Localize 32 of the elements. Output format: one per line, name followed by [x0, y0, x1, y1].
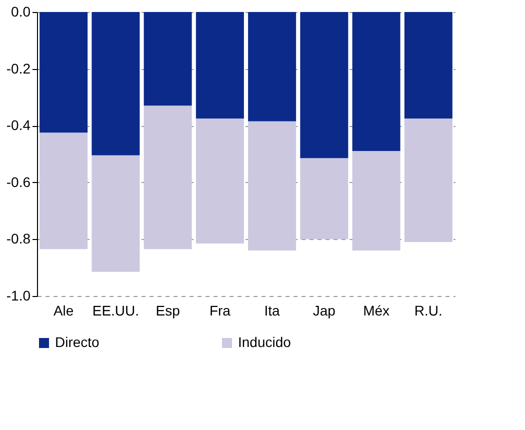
x-tick-label: Ale	[53, 302, 74, 318]
x-tick-label: Esp	[156, 302, 180, 318]
bar	[352, 12, 400, 152]
legend-label: Directo	[55, 334, 100, 350]
y-tick-label: 0.0	[11, 4, 31, 20]
x-tick-label: EE.UU.	[92, 302, 140, 318]
y-tick-label: -0.2	[6, 60, 31, 76]
x-tick-label: Ita	[264, 302, 280, 318]
bar	[92, 155, 140, 272]
bar	[404, 12, 452, 118]
bar	[196, 118, 244, 244]
bar	[40, 132, 88, 250]
bar	[248, 121, 296, 251]
y-tick-label: -0.8	[6, 230, 31, 247]
bar	[92, 12, 140, 156]
bar	[352, 151, 400, 251]
bar	[404, 118, 452, 242]
x-tick-label: Jap	[312, 302, 336, 318]
bar	[144, 106, 192, 250]
bar	[40, 12, 88, 133]
x-tick-label: Fra	[209, 302, 231, 318]
bar	[144, 12, 192, 106]
x-tick-label: Méx	[363, 302, 390, 318]
legend-label: Inducido	[238, 334, 292, 350]
y-tick-label: -1.0	[6, 288, 31, 304]
y-tick-label: -0.4	[6, 117, 31, 134]
x-tick-label: R.U.	[414, 302, 442, 318]
y-tick-label: -0.6	[6, 174, 31, 190]
bar	[300, 12, 348, 158]
bar	[300, 158, 348, 240]
bar	[248, 12, 296, 122]
bar	[196, 12, 244, 118]
